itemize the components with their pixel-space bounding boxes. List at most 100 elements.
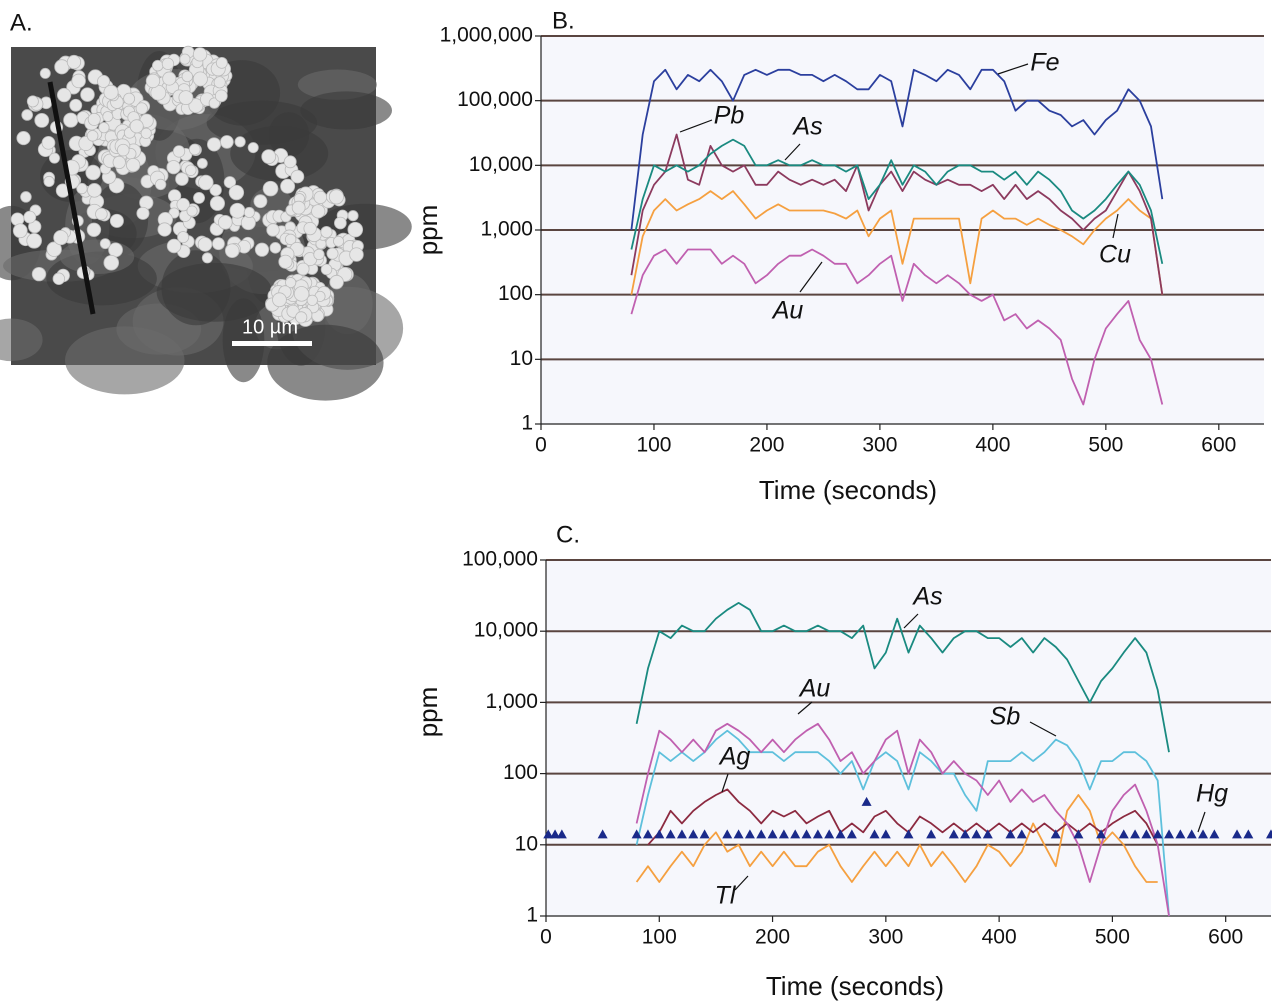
y-tick-label: 10 [515, 832, 538, 855]
x-tick-label: 500 [1095, 926, 1130, 949]
x-tick-label: 400 [975, 434, 1010, 457]
particle [243, 206, 255, 218]
panel-label: A. [10, 9, 33, 36]
particle [313, 190, 328, 205]
particle [12, 223, 28, 239]
particle [214, 89, 228, 103]
particle [177, 231, 190, 244]
particle [26, 232, 42, 249]
particle [48, 152, 60, 164]
chart: C. ppm Time (seconds) 1 10 100 1,000 10,000 100,… [413, 521, 1272, 1001]
particle [333, 235, 345, 247]
particle [145, 73, 161, 89]
particle [269, 242, 282, 254]
y-tick-label: 1,000 [485, 690, 538, 713]
particle [192, 47, 208, 62]
y-tick-label: 1 [521, 412, 533, 435]
particle [161, 57, 175, 70]
particle [186, 205, 198, 217]
particle [291, 200, 306, 215]
particle [280, 178, 296, 194]
micrograph-patch [65, 326, 185, 395]
hg-marker [1016, 829, 1027, 839]
particle [290, 169, 305, 184]
series-label: As [791, 113, 822, 141]
particle [254, 242, 270, 257]
y-tick-label: 100 [503, 761, 538, 784]
series-line [647, 788, 1159, 846]
hg-marker [1209, 829, 1220, 839]
x-tick-label: 0 [535, 434, 547, 457]
series-label: Au [771, 297, 804, 325]
particle [157, 222, 172, 237]
x-axis-title: Time (seconds) [759, 475, 937, 505]
hg-marker [642, 829, 653, 839]
particle [313, 248, 325, 261]
x-tick-label: 300 [868, 926, 903, 949]
y-tick-label: 10 [510, 347, 533, 370]
particle [197, 237, 213, 252]
particle [87, 112, 101, 126]
x-tick-label: 400 [982, 926, 1017, 949]
particle [198, 174, 214, 191]
particle [135, 102, 148, 115]
y-axis-title: ppm [413, 205, 443, 256]
particle [66, 54, 82, 70]
particle [126, 157, 141, 173]
particle [34, 112, 50, 128]
particle [201, 252, 213, 264]
particle [295, 311, 308, 324]
series-label: Hg [1196, 780, 1228, 808]
particle [209, 195, 225, 211]
particle [220, 135, 234, 149]
particle [229, 202, 246, 219]
x-axis-title: Time (seconds) [766, 971, 944, 1001]
particle [108, 242, 123, 258]
micrograph: 10 µm [0, 45, 412, 401]
particle [103, 254, 120, 271]
hg-marker [556, 829, 567, 839]
y-tick-label: 10,000 [474, 619, 538, 642]
series-label: Cu [1099, 241, 1131, 269]
particle [69, 98, 83, 112]
series-line [630, 68, 1164, 231]
chart-title: C. [556, 521, 580, 548]
transect-line [47, 81, 96, 315]
hg-marker [1130, 829, 1141, 839]
annotation-leader [721, 773, 729, 793]
particle [212, 237, 225, 251]
particle [26, 95, 39, 108]
particle [193, 191, 205, 204]
hg-marker [722, 829, 733, 839]
particle [329, 274, 344, 290]
chart: B. ppm Time (seconds) 1 10 100 1,000 10,000 100,… [413, 7, 1264, 505]
particle [175, 172, 189, 186]
particle [320, 263, 333, 276]
hg-marker [926, 829, 937, 839]
hg-marker [1164, 829, 1175, 839]
particle [87, 183, 102, 198]
particle [166, 160, 181, 175]
hg-marker [1005, 829, 1016, 839]
series-line [635, 794, 1158, 883]
hg-marker [543, 829, 554, 839]
particle [213, 76, 226, 89]
particle [43, 175, 55, 188]
hg-marker [861, 796, 872, 806]
particle [172, 145, 186, 158]
series-label: Pb [714, 102, 745, 130]
particle [266, 223, 280, 237]
hg-marker [982, 829, 993, 839]
hg-marker [665, 829, 676, 839]
particle [196, 158, 208, 169]
particle [247, 142, 259, 154]
particle [192, 71, 208, 87]
particle [109, 213, 124, 228]
particle [296, 262, 310, 276]
particle [129, 119, 144, 134]
particle [166, 238, 182, 254]
particle [99, 238, 111, 250]
series-line [630, 248, 1164, 406]
